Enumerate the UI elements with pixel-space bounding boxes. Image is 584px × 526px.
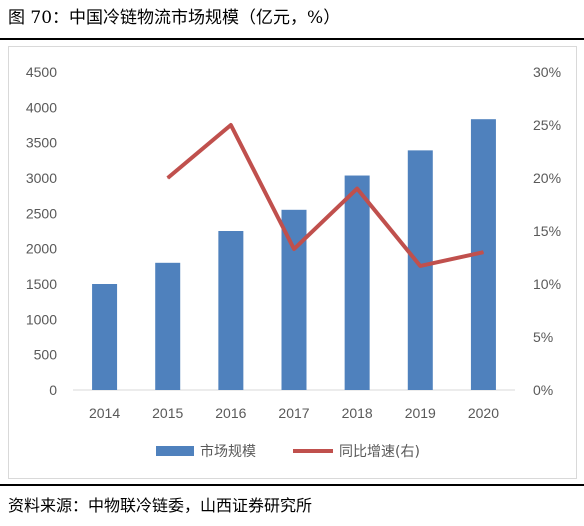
left-tick-label: 1500: [26, 276, 57, 292]
x-tick-label: 2020: [468, 405, 499, 421]
right-tick-label: 25%: [533, 117, 561, 133]
x-tick-label: 2015: [152, 405, 183, 421]
growth-line: [166, 123, 484, 268]
left-tick-label: 0: [49, 382, 57, 398]
left-tick-label: 2500: [26, 205, 57, 221]
x-tick-label: 2018: [342, 405, 373, 421]
right-tick-label: 30%: [533, 64, 561, 80]
right-tick-label: 10%: [533, 276, 561, 292]
right-tick-label: 20%: [533, 170, 561, 186]
line-point: [167, 177, 169, 179]
line-point: [356, 188, 358, 190]
bar-series: [92, 119, 496, 391]
left-tick-label: 4000: [26, 99, 57, 115]
bar: [218, 231, 244, 390]
legend-label-bar: 市场规模: [200, 443, 256, 460]
x-tick-label: 2019: [405, 405, 436, 421]
right-tick-label: 15%: [533, 223, 561, 239]
bar: [92, 284, 118, 390]
bar: [344, 175, 370, 390]
bar: [155, 262, 181, 390]
left-tick-label: 3500: [26, 135, 57, 151]
left-tick-label: 4500: [26, 64, 57, 80]
right-axis-ticks: 0% 5% 10% 15% 20% 25% 30%: [533, 64, 561, 398]
right-tick-label: 5%: [533, 329, 553, 345]
chart-frame: [8, 46, 577, 479]
left-axis-ticks: 0 500 1000 1500 2000 2500 3000 3500 4000 4500: [26, 64, 57, 398]
left-tick-label: 3000: [26, 170, 57, 186]
title-rule: [0, 38, 584, 40]
x-axis-ticks: 2014 2015 2016 2017 2018 2019 2020: [89, 405, 499, 421]
left-tick-label: 500: [34, 347, 58, 363]
legend: 市场规模 同比增速(右): [156, 443, 420, 460]
figure-title: 图 70：中国冷链物流市场规模（亿元，%）: [8, 8, 341, 28]
legend-label-line: 同比增速(右): [339, 444, 420, 460]
x-tick-label: 2014: [89, 405, 120, 421]
left-tick-label: 1000: [26, 311, 57, 327]
line-point: [293, 248, 295, 250]
bar: [281, 209, 307, 390]
right-tick-label: 0%: [533, 382, 553, 398]
line-point: [482, 251, 484, 253]
line-series: [166, 123, 484, 268]
source-note: 资料来源：中物联冷链委，山西证券研究所: [8, 496, 313, 515]
x-tick-label: 2016: [215, 405, 246, 421]
x-tick-label: 2017: [278, 405, 309, 421]
source-rule: [0, 484, 584, 486]
line-point: [230, 124, 232, 126]
bar: [407, 150, 433, 390]
line-point: [419, 265, 421, 267]
left-tick-label: 2000: [26, 241, 57, 257]
legend-swatch-bar: [156, 446, 194, 456]
